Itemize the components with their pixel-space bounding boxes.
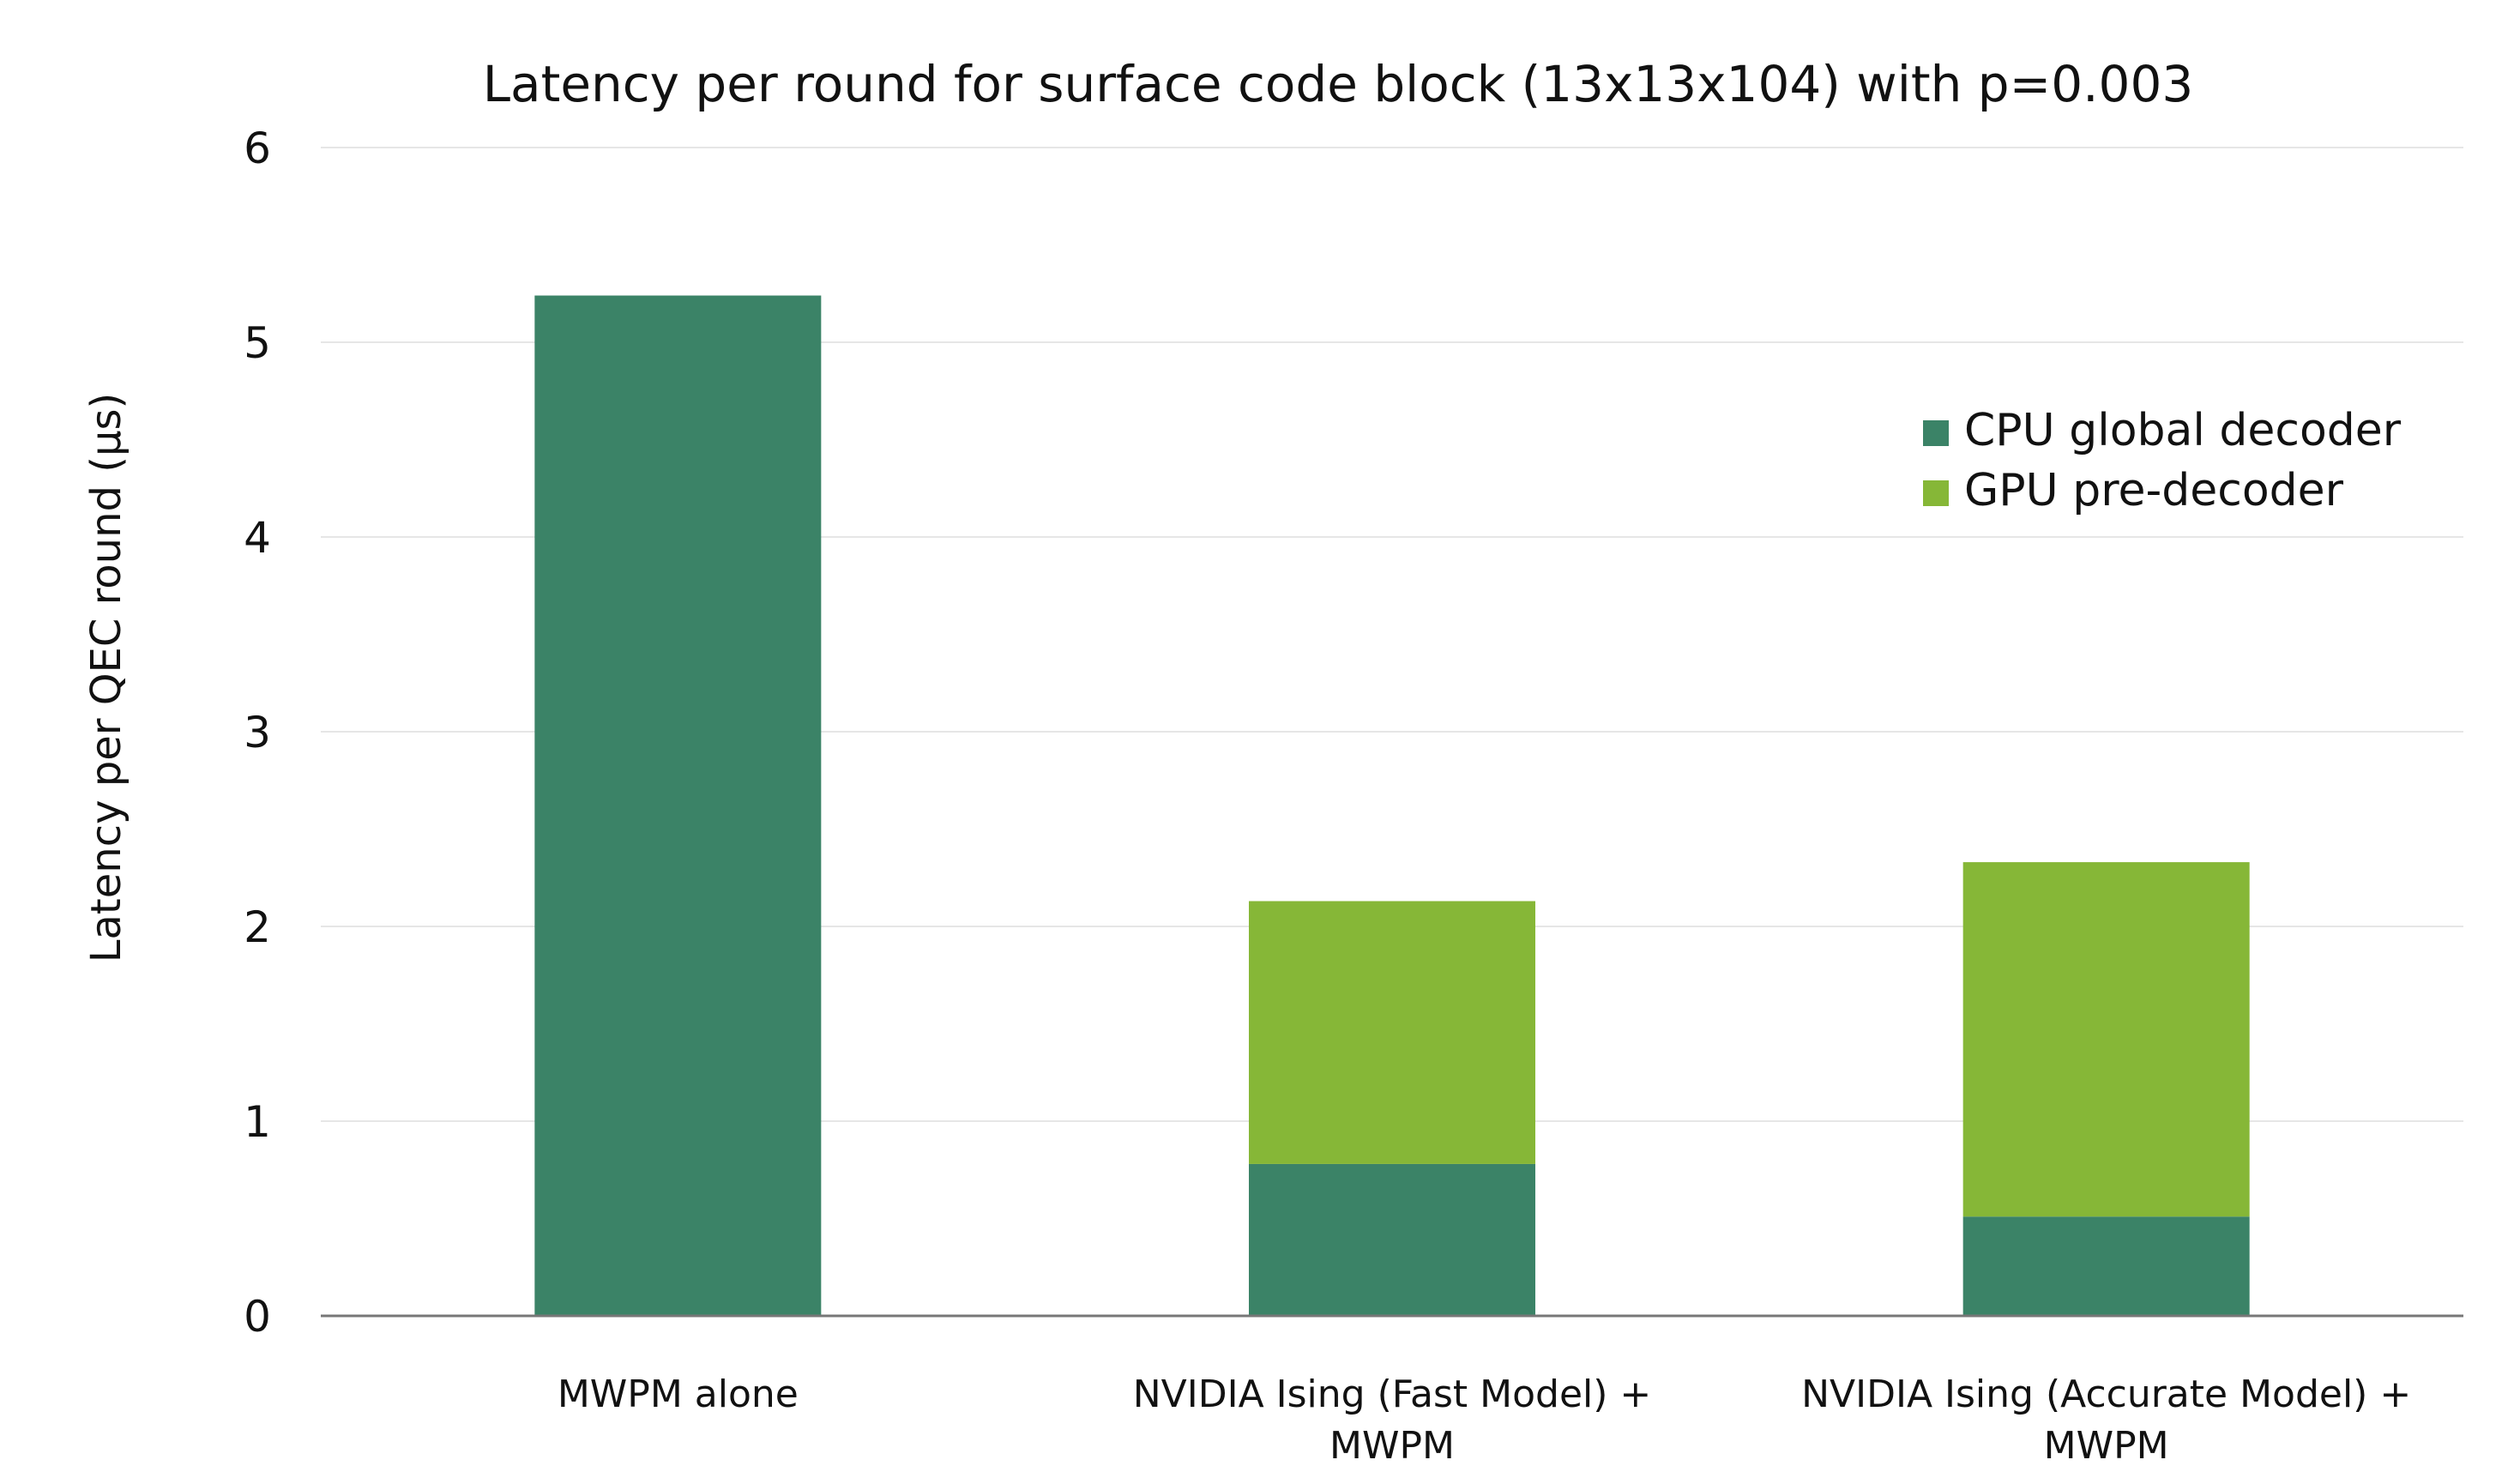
x-tick-label: MWPM — [1329, 1424, 1455, 1468]
y-tick-label: 1 — [244, 1097, 271, 1147]
bar-segment-gpu — [1962, 862, 2250, 1217]
y-tick-label: 2 — [244, 902, 271, 952]
bar-segment-cpu — [1962, 1216, 2250, 1316]
bar-segment-cpu — [1249, 1163, 1535, 1316]
bar-segment-cpu — [534, 295, 822, 1316]
x-tick-label: NVIDIA Ising (Accurate Model) + — [1801, 1372, 2411, 1416]
legend-label: GPU pre-decoder — [1964, 465, 2344, 516]
x-tick-label: MWPM alone — [558, 1372, 799, 1416]
y-tick-label: 3 — [244, 708, 271, 757]
y-axis-label: Latency per QEC round (µs) — [82, 393, 130, 962]
y-tick-label: 0 — [244, 1292, 271, 1342]
chart-title: Latency per round for surface code block… — [483, 55, 2194, 113]
bar-segment-gpu — [1249, 901, 1535, 1164]
y-tick-label: 6 — [244, 124, 271, 173]
legend-swatch — [1923, 420, 1949, 446]
y-tick-labels: 0 1 2 3 4 5 6 — [244, 124, 271, 1342]
y-tick-label: 4 — [244, 513, 271, 563]
x-tick-labels: MWPM alone NVIDIA Ising (Fast Model) + MWP… — [558, 1372, 2411, 1468]
x-tick-label: NVIDIA Ising (Fast Model) + — [1133, 1372, 1652, 1416]
y-tick-label: 5 — [244, 318, 271, 368]
x-tick-label: MWPM — [2044, 1424, 2169, 1468]
legend-label: CPU global decoder — [1964, 405, 2402, 456]
legend: CPU global decoder GPU pre-decoder — [1923, 405, 2402, 516]
bars — [534, 295, 2250, 1316]
legend-swatch — [1923, 480, 1949, 506]
